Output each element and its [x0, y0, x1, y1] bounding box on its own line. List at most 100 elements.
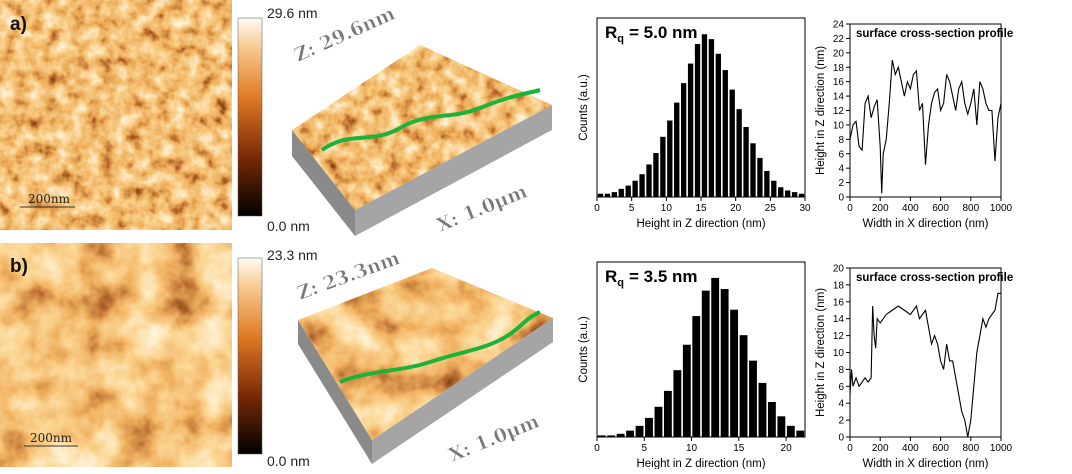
x-tick-label: 15	[695, 203, 707, 214]
rq-value: = 5.0 nm	[629, 23, 698, 42]
y-tick-label: 6	[838, 382, 844, 393]
bar	[777, 416, 785, 437]
bar	[730, 90, 735, 197]
y-tick-label: 12	[833, 106, 845, 117]
bar	[771, 181, 776, 197]
bar	[702, 34, 707, 197]
bar	[664, 391, 672, 437]
x-tick-label: 200	[872, 203, 889, 214]
bar	[645, 418, 653, 437]
bar	[660, 137, 665, 197]
bar	[736, 109, 741, 197]
y-axis-label: Height in Z direction (nm)	[815, 288, 827, 417]
bar	[759, 383, 767, 437]
bar	[598, 194, 603, 197]
y-tick-label: 0	[838, 193, 844, 204]
rq-symbol: R	[605, 23, 617, 42]
colorbar	[238, 18, 262, 216]
bar	[702, 291, 710, 437]
bar	[716, 54, 721, 197]
bar	[655, 407, 663, 437]
bar	[740, 335, 748, 437]
x-tick-label: 10	[686, 443, 698, 454]
bar	[723, 70, 728, 197]
x-tick-label: 0	[847, 203, 853, 214]
panel-label: b)	[10, 256, 28, 277]
bar	[626, 186, 631, 197]
y-tick-label: 2	[838, 178, 844, 189]
bar	[626, 431, 634, 437]
bar	[721, 289, 729, 437]
y-tick-label: 24	[833, 20, 845, 31]
figure: 200nm a) 29.6 nm 0.0 nm Z: 29.6nm X: 1.0…	[0, 0, 1072, 469]
scale-bar-label: 200nm	[28, 192, 71, 206]
y-tick-label: 2	[838, 416, 844, 427]
bar	[636, 426, 644, 437]
y-tick-label: 20	[833, 48, 845, 59]
x-tick-label: 400	[902, 443, 919, 454]
chart-title: surface cross-section profile	[856, 28, 1013, 40]
x-scale-label: X: 1.0μm	[434, 180, 531, 236]
bar	[695, 44, 700, 197]
x-tick-label: 200	[872, 443, 889, 454]
bar	[787, 426, 795, 437]
x-tick-label: 10	[661, 203, 673, 214]
bar	[605, 194, 610, 197]
bar	[683, 345, 691, 437]
y-axis-label: Height in Z direction (nm)	[815, 46, 827, 175]
bar	[743, 127, 748, 197]
y-axis-label: Counts (a.u.)	[578, 316, 590, 383]
y-tick-label: 10	[833, 120, 845, 131]
bar	[688, 64, 693, 197]
x-tick-label: 400	[902, 203, 919, 214]
panel-label: a)	[10, 14, 27, 35]
y-tick-label: 16	[833, 77, 845, 88]
rq-subscript: q	[617, 33, 624, 45]
bar	[619, 189, 624, 197]
x-tick-label: 600	[932, 203, 949, 214]
y-tick-label: 4	[838, 399, 844, 410]
x-scale-label: X: 1.0μm	[446, 410, 543, 466]
y-tick-label: 14	[833, 92, 845, 103]
bar	[799, 194, 804, 197]
colorbar-max: 29.6 nm	[267, 5, 318, 21]
scale-bar-label: 200nm	[30, 431, 73, 445]
bar	[764, 171, 769, 197]
bar	[792, 192, 797, 197]
plot-frame	[597, 18, 805, 197]
y-tick-label: 18	[833, 280, 845, 291]
colorbar-min: 0.0 nm	[267, 453, 310, 469]
colorbar-max: 23.3 nm	[267, 247, 318, 263]
bar	[692, 316, 700, 437]
rq-symbol: R	[605, 267, 617, 286]
y-tick-label: 6	[838, 149, 844, 160]
bar	[673, 370, 681, 437]
x-tick-label: 800	[962, 203, 979, 214]
plot-frame	[850, 268, 1001, 437]
bar	[632, 181, 637, 197]
x-tick-label: 600	[932, 443, 949, 454]
y-tick-label: 8	[838, 365, 844, 376]
y-tick-label: 0	[838, 433, 844, 444]
chart-title: surface cross-section profile	[856, 272, 1013, 284]
x-tick-label: 5	[641, 443, 647, 454]
y-axis-label: Counts (a.u.)	[578, 74, 590, 141]
bar	[768, 402, 776, 437]
y-tick-label: 4	[838, 164, 844, 175]
bar	[730, 310, 738, 437]
bar	[617, 434, 625, 437]
bar	[667, 121, 672, 197]
x-axis-label: Height in Z direction (nm)	[636, 218, 765, 230]
bar	[749, 361, 757, 437]
x-tick-label: 800	[962, 443, 979, 454]
y-tick-label: 14	[833, 314, 845, 325]
x-tick-label: 20	[781, 443, 793, 454]
bar	[612, 192, 617, 197]
bar	[796, 431, 804, 437]
x-tick-label: 0	[594, 203, 600, 214]
bar	[681, 83, 686, 197]
y-tick-label: 16	[833, 297, 845, 308]
x-tick-label: 30	[799, 203, 811, 214]
bar	[709, 39, 714, 197]
bar	[785, 190, 790, 197]
